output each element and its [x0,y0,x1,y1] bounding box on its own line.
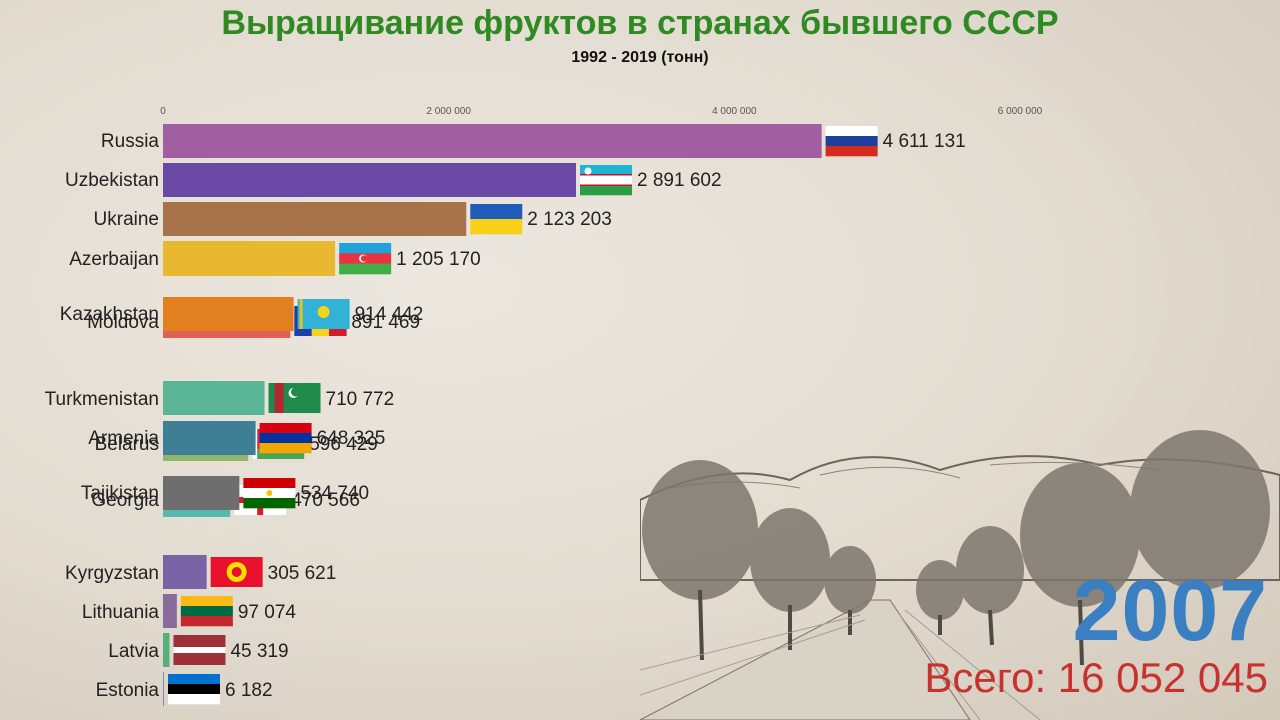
bar-kyrgyzstan [163,555,207,589]
axis-tick-label: 4 000 000 [712,106,757,117]
value-label: 45 319 [230,641,288,662]
category-label: Turkmenistan [45,389,159,410]
category-label: Kazakhstan [60,304,159,325]
category-label: Belarus [95,434,159,455]
value-label: 648 325 [317,428,386,449]
bar-row-kyrgyzstan: Kyrgyzstan 305 621 [65,555,336,589]
year-label: 2007 [1072,563,1268,659]
value-label: 1 205 170 [396,249,481,270]
armenia-flag-icon [259,423,312,454]
axis-tick-label: 0 [160,106,166,117]
bar-azerbaijan [163,241,336,276]
ukraine-flag-icon [470,204,523,235]
category-label: Kyrgyzstan [65,563,159,584]
uzbekistan-flag-icon [580,165,633,196]
bar-row-russia: Russia 4 611 131 [101,124,966,158]
latvia-flag-icon [173,635,226,665]
axis-tick-label: 2 000 000 [426,106,471,117]
bar-row-ukraine: Ukraine 2 123 203 [94,202,612,236]
value-label: 596 429 [309,434,378,455]
bar-lithuania [163,594,177,628]
value-label: 2 123 203 [527,209,612,230]
bar-turkmenistan [163,381,265,415]
category-label: Estonia [96,680,160,701]
bar-row-armenia: Armenia 648 325 [88,421,385,455]
orchard-landscape-illustration [640,430,1280,720]
category-label: Uzbekistan [65,170,159,191]
bar-row-turkmenistan: Turkmenistan 710 772 [45,381,395,415]
azerbaijan-flag-icon [339,243,392,275]
bar-row-estonia: Estonia 6 182 [96,672,273,706]
bar-row-azerbaijan: Azerbaijan 1 205 170 [69,241,481,276]
value-label: 305 621 [268,563,337,584]
bar-row-tajikistan: Tajikistan 534 740 [81,476,369,510]
estonia-flag-icon [168,674,220,705]
category-label: Azerbaijan [69,249,159,270]
bar-latvia [163,633,170,667]
category-label: Armenia [88,428,159,449]
bar-ukraine [163,202,467,236]
bar-uzbekistan [163,163,577,197]
lithuania-flag-icon [180,596,233,627]
bar-row-latvia: Latvia 45 319 [108,633,289,667]
value-label: 97 074 [238,602,297,623]
value-label: 891 469 [351,312,420,333]
chart-title: Выращивание фруктов в странах бывшего СС… [221,4,1059,42]
bar-russia [163,124,822,158]
value-label: 534 740 [300,483,369,504]
category-label: Lithuania [82,602,160,623]
bar-estonia [163,672,164,706]
category-label: Latvia [108,641,159,662]
category-label: Russia [101,131,160,152]
bar-row-kazakhstan: Kazakhstan 914 442 [60,297,424,331]
category-label: Moldova [87,312,159,333]
category-label: Ukraine [94,209,159,230]
bar-row-uzbekistan: Uzbekistan 2 891 602 [65,163,722,197]
kyrgyzstan-flag-icon [210,557,263,587]
turkmenistan-flag-icon [268,383,321,413]
tajikistan-flag-icon [243,478,296,509]
value-label: 6 182 [225,680,273,701]
bar-tajikistan [163,476,240,510]
value-label: 710 772 [326,389,395,410]
total-label: Всего: 16 052 045 [924,654,1268,701]
value-label: 4 611 131 [883,131,966,152]
kazakhstan-flag-icon [297,299,350,329]
russia-flag-icon [825,126,878,157]
bar-row-lithuania: Lithuania 97 074 [82,594,297,628]
category-label: Tajikistan [81,483,159,504]
chart-subtitle: 1992 - 2019 (тонн) [571,49,709,66]
value-label: 2 891 602 [637,170,722,191]
category-label: Georgia [91,490,159,511]
axis-tick-label: 6 000 000 [998,106,1043,117]
value-label: 470 566 [291,490,360,511]
bar-armenia [163,421,256,455]
bar-kazakhstan [163,297,294,331]
value-label: 914 442 [355,304,424,325]
